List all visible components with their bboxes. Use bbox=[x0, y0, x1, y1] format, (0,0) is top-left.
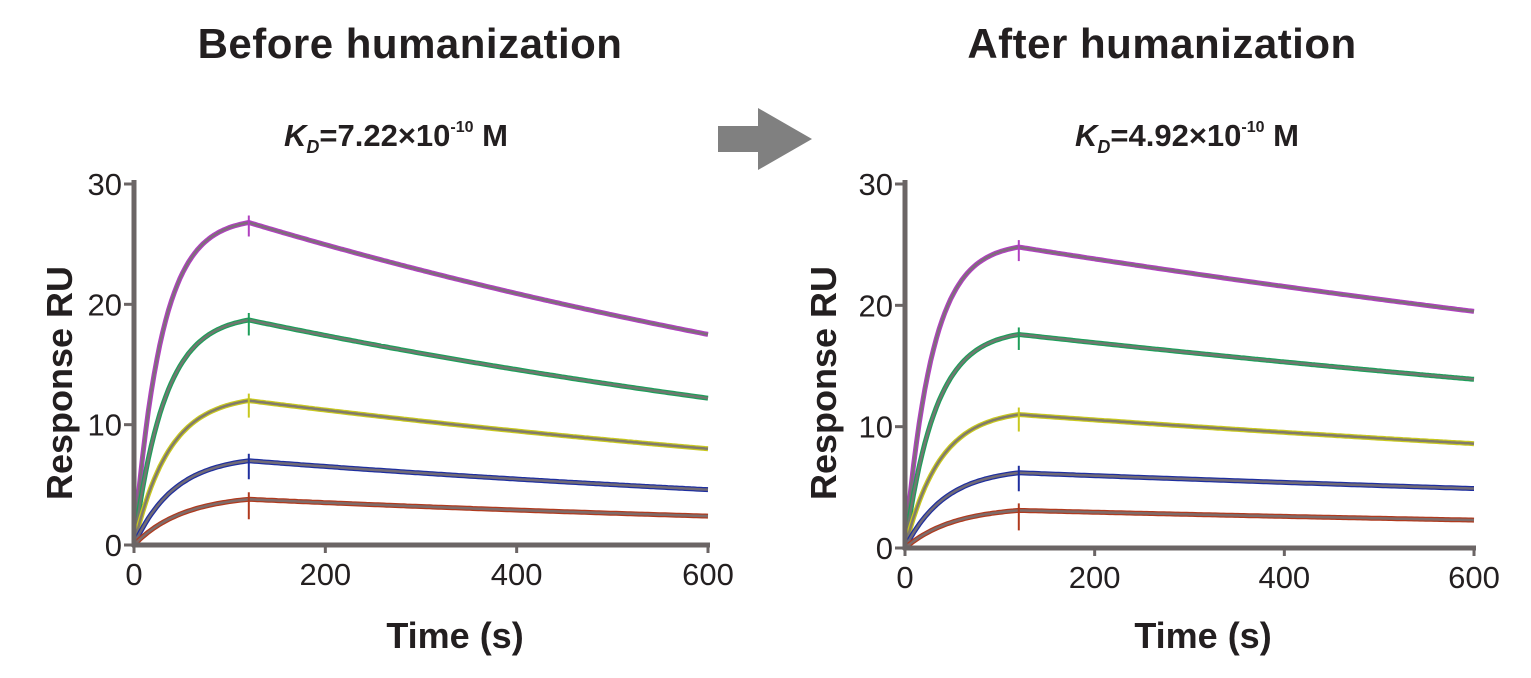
kd-mantissa: =7.22×10 bbox=[319, 118, 451, 153]
series-4-line bbox=[902, 470, 1474, 550]
y-axis-title: Response RU bbox=[803, 266, 844, 500]
right-arrow-icon bbox=[718, 108, 812, 170]
chart-2: 0 10 20 30 0 200 400 600 Time (s) Response RU bbox=[803, 167, 1500, 656]
chart-2-kd-label: KD=4.92×10-10 M bbox=[937, 118, 1437, 158]
x-tick-label: 400 bbox=[1258, 560, 1310, 595]
series-3-fit-line bbox=[903, 413, 1475, 549]
series-5-fit-line bbox=[904, 509, 1475, 549]
chart-2-title: After humanization bbox=[967, 20, 1357, 67]
x-tick-label: 0 bbox=[896, 560, 913, 595]
chart-1-title: Before humanization bbox=[197, 20, 623, 67]
y-tick-label: 10 bbox=[88, 408, 122, 443]
y-tick-label: 30 bbox=[88, 167, 122, 202]
kd-subscript: D bbox=[1097, 137, 1111, 157]
series-2-fit-line bbox=[903, 333, 1475, 549]
chart-1: 0 10 20 30 0 200 400 600 Time (s) Response RU bbox=[39, 167, 734, 656]
x-tick-label: 200 bbox=[1069, 560, 1121, 595]
series-1-line bbox=[902, 244, 1475, 549]
y-tick-label: 30 bbox=[859, 167, 893, 202]
kd-subscript: D bbox=[306, 137, 320, 157]
series-2-fit-line bbox=[132, 318, 709, 546]
x-tick-label: 600 bbox=[1448, 560, 1500, 595]
chart-1-kd-label: KD=7.22×10-10 M bbox=[146, 118, 646, 158]
series-1-fit-line bbox=[903, 245, 1475, 549]
kd-unit: M bbox=[473, 118, 508, 153]
kd-symbol: K bbox=[1075, 118, 1098, 153]
series-5-line bbox=[903, 507, 1475, 550]
kd-unit: M bbox=[1264, 118, 1299, 153]
y-tick-label: 10 bbox=[859, 410, 893, 445]
kd-exponent: -10 bbox=[1241, 119, 1265, 136]
y-axis-title: Response RU bbox=[39, 266, 80, 500]
series-4-fit-line bbox=[903, 471, 1474, 549]
x-axis-title: Time (s) bbox=[1134, 615, 1271, 656]
kd-mantissa: =4.92×10 bbox=[1110, 118, 1242, 153]
series-5-fit-line bbox=[133, 498, 709, 546]
series-1-fit-line bbox=[132, 221, 709, 546]
x-axis-title: Time (s) bbox=[386, 615, 523, 656]
x-tick-label: 400 bbox=[491, 557, 543, 592]
kd-symbol: K bbox=[284, 118, 307, 153]
x-tick-label: 200 bbox=[299, 557, 351, 592]
series-3-fit-line bbox=[132, 399, 709, 546]
y-tick-label: 0 bbox=[876, 531, 893, 566]
y-tick-label: 20 bbox=[859, 288, 893, 323]
kd-exponent: -10 bbox=[450, 119, 474, 136]
x-tick-label: 600 bbox=[682, 557, 734, 592]
y-tick-label: 20 bbox=[88, 287, 122, 322]
series-4-fit-line bbox=[132, 459, 709, 546]
x-tick-label: 0 bbox=[125, 557, 142, 592]
y-tick-label: 0 bbox=[105, 528, 122, 563]
